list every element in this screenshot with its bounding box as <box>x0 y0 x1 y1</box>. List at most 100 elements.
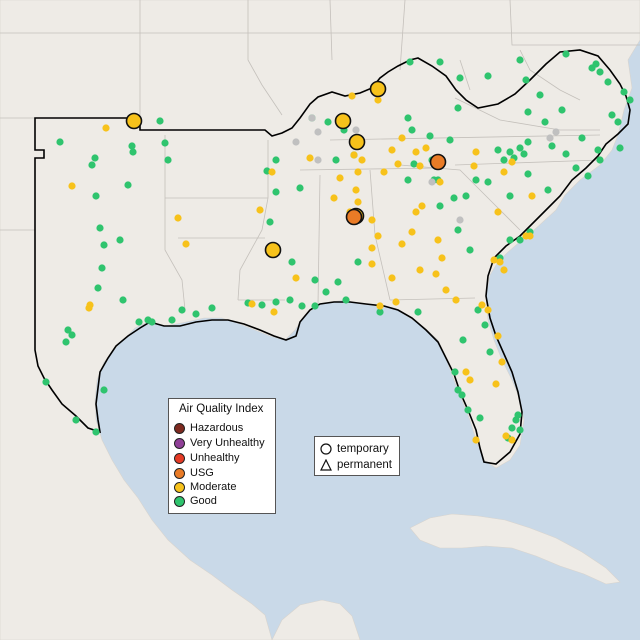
monitor-good <box>128 142 136 150</box>
legend-item-good: Good <box>174 494 217 508</box>
monitor-good <box>324 118 332 126</box>
monitor-good <box>558 106 566 114</box>
monitor-moderate <box>182 240 190 248</box>
monitor-good <box>42 378 50 386</box>
monitor-good <box>514 411 522 419</box>
monitor-moderate <box>330 194 338 202</box>
monitor-good <box>342 296 350 304</box>
monitor-good <box>506 192 514 200</box>
monitor-moderate <box>478 301 486 309</box>
circle-icon <box>174 437 185 449</box>
monitor-moderate <box>412 208 420 216</box>
monitor-good <box>494 146 502 154</box>
monitor-moderate <box>412 148 420 156</box>
monitor-moderate <box>358 156 366 164</box>
monitor-moderate <box>452 296 460 304</box>
monitor-good <box>100 241 108 249</box>
monitor-good <box>548 142 556 150</box>
monitor-good <box>516 56 524 64</box>
legend-item-very-unhealthy: Very Unhealthy <box>174 436 265 450</box>
monitor-good <box>116 236 124 244</box>
legend-item-moderate: Moderate <box>174 480 236 494</box>
monitor-good <box>208 304 216 312</box>
monitor-moderate <box>508 436 516 444</box>
monitor-no-data <box>314 128 322 136</box>
monitor-moderate-large <box>348 133 366 151</box>
shape-legend-temporary: temporary <box>320 441 389 457</box>
monitor-good <box>332 156 340 164</box>
monitor-good <box>334 278 342 286</box>
monitor-moderate <box>306 154 314 162</box>
monitor-good <box>594 146 602 154</box>
monitor-no-data <box>308 114 316 122</box>
monitor-moderate <box>336 174 344 182</box>
monitor-good <box>178 306 186 314</box>
monitor-good <box>129 148 137 156</box>
legend-item-hazardous: Hazardous <box>174 421 243 435</box>
monitor-good <box>524 108 532 116</box>
monitor-moderate <box>442 286 450 294</box>
monitor-moderate <box>500 266 508 274</box>
monitor-good <box>506 236 514 244</box>
monitor-moderate <box>416 162 424 170</box>
monitor-moderate <box>388 146 396 154</box>
monitor-good <box>544 186 552 194</box>
monitor-moderate <box>416 266 424 274</box>
monitor-good <box>296 184 304 192</box>
monitor-moderate <box>494 208 502 216</box>
monitor-good <box>64 326 72 334</box>
monitor-good <box>464 406 472 414</box>
monitor-moderate <box>472 148 480 156</box>
monitor-no-data <box>314 156 322 164</box>
monitor-moderate <box>394 160 402 168</box>
monitor-usg-large <box>429 153 447 171</box>
monitor-moderate-large <box>125 112 143 130</box>
monitor-good <box>322 288 330 296</box>
monitor-moderate <box>490 256 498 264</box>
monitor-good <box>522 76 530 84</box>
monitor-moderate <box>68 182 76 190</box>
monitor-good <box>311 276 319 284</box>
monitor-good <box>516 236 524 244</box>
monitor-good <box>408 126 416 134</box>
monitor-moderate <box>494 332 502 340</box>
monitor-moderate <box>466 376 474 384</box>
monitor-good <box>148 318 156 326</box>
monitor-good <box>192 310 200 318</box>
monitor-good <box>164 156 172 164</box>
monitor-moderate <box>354 168 362 176</box>
monitor-good <box>474 306 482 314</box>
monitor-moderate <box>350 151 358 159</box>
monitor-good <box>92 428 100 436</box>
monitor-moderate <box>256 206 264 214</box>
marker-shape-legend: temporary permanent <box>314 436 400 476</box>
monitor-good <box>450 194 458 202</box>
monitor-good <box>466 246 474 254</box>
monitor-moderate <box>388 274 396 282</box>
monitor-good <box>456 74 464 82</box>
monitor-moderate <box>354 198 362 206</box>
monitor-usg-large <box>345 208 363 226</box>
monitor-moderate <box>470 162 478 170</box>
monitor-good <box>472 176 480 184</box>
monitor-moderate <box>268 168 276 176</box>
monitor-good <box>88 161 96 169</box>
monitor-good <box>62 338 70 346</box>
monitor-moderate <box>374 232 382 240</box>
monitor-good <box>258 301 266 309</box>
monitor-good <box>91 154 99 162</box>
monitor-good <box>516 144 524 152</box>
monitor-moderate <box>484 306 492 314</box>
monitor-good <box>486 348 494 356</box>
circle-icon <box>174 481 185 493</box>
monitor-moderate <box>398 134 406 142</box>
monitor-moderate <box>174 214 182 222</box>
circle-icon <box>320 443 332 455</box>
monitor-moderate <box>392 298 400 306</box>
monitor-good <box>426 132 434 140</box>
monitor-good <box>414 308 422 316</box>
monitor-good <box>354 258 362 266</box>
monitor-good <box>92 192 100 200</box>
monitor-moderate <box>462 368 470 376</box>
